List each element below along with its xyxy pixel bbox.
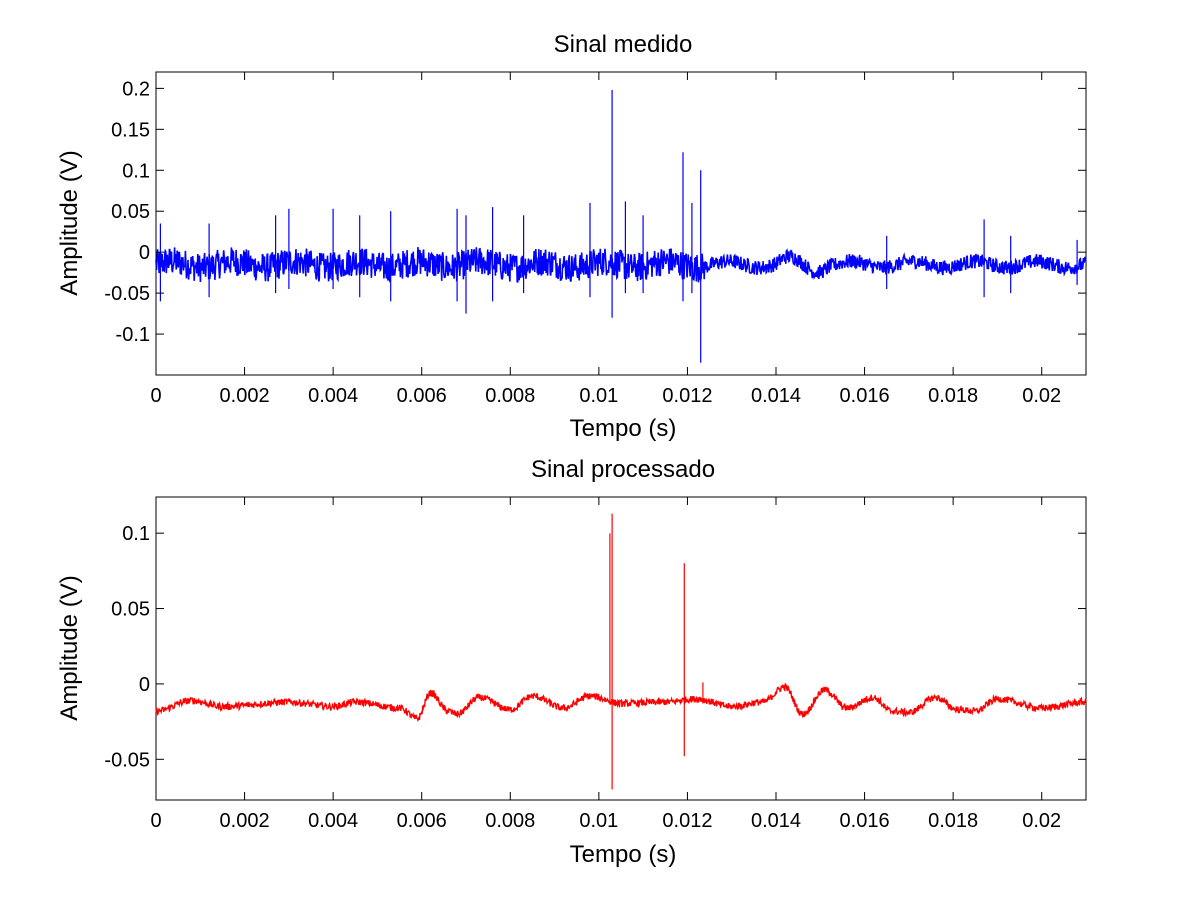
x-tick-label: 0.006	[397, 385, 447, 407]
x-tick-label: 0.02	[1022, 810, 1061, 832]
chart-title: Sinal processado	[531, 456, 715, 483]
x-tick-label: 0.004	[308, 810, 358, 832]
y-tick-label: 0.05	[111, 201, 150, 223]
y-tick-label: -0.05	[104, 749, 150, 771]
y-tick-label: -0.05	[104, 283, 150, 305]
plot-area	[155, 496, 1087, 801]
series-trace	[155, 682, 1087, 722]
x-axis-label: Tempo (s)	[570, 415, 677, 442]
x-axis-label: Tempo (s)	[570, 841, 677, 868]
x-tick-label: 0	[150, 385, 161, 407]
x-tick-label: 0.01	[579, 385, 618, 407]
x-tick-label: 0.002	[220, 385, 270, 407]
panel-processed: Sinal processado 0 0.002 0.004 0.006 0.008 0.…	[56, 456, 1087, 868]
axes: 0 0.002 0.004 0.006 0.008 0.01 0.012 0.014 0.016…	[104, 72, 1086, 407]
chart-title: Sinal medido	[554, 31, 693, 58]
x-tick-label: 0.01	[579, 810, 618, 832]
x-tick-label: 0.018	[928, 810, 978, 832]
y-tick-label: 0.05	[111, 599, 150, 621]
x-tick-label: 0.02	[1022, 385, 1061, 407]
y-tick-label: -0.1	[116, 324, 150, 346]
x-tick-label: 0.004	[308, 385, 358, 407]
x-tick-label: 0.014	[751, 810, 801, 832]
x-tick-label: 0.002	[220, 810, 270, 832]
series-line	[155, 513, 1087, 790]
x-tick-label: 0.012	[662, 810, 712, 832]
y-axis-label: Amplitude (V)	[56, 575, 83, 720]
x-tick-label: 0.018	[928, 385, 978, 407]
plot-area	[155, 71, 1087, 376]
x-tick-label: 0.008	[485, 385, 535, 407]
panel-measured: Sinal medido 0 0.002 0.004 0.006 0.008 0.01 0.…	[56, 31, 1087, 442]
y-tick-label: 0.2	[122, 78, 150, 100]
y-axis-label: Amplitude (V)	[56, 150, 83, 295]
series-line	[155, 90, 1087, 363]
x-tick-label: 0.006	[397, 810, 447, 832]
y-tick-label: 0	[139, 242, 150, 264]
y-tick-label: 0	[139, 674, 150, 696]
x-tick-label: 0.016	[840, 385, 890, 407]
x-tick-label: 0.008	[485, 810, 535, 832]
x-tick-label: 0	[150, 810, 161, 832]
series-trace	[155, 247, 1087, 283]
y-tick-label: 0.1	[122, 160, 150, 182]
x-tick-label: 0.012	[662, 385, 712, 407]
y-tick-label: 0.15	[111, 119, 150, 141]
x-tick-label: 0.014	[751, 385, 801, 407]
axes: 0 0.002 0.004 0.006 0.008 0.01 0.012 0.014 0.016…	[104, 497, 1086, 832]
x-tick-label: 0.016	[840, 810, 890, 832]
y-tick-label: 0.1	[122, 523, 150, 545]
